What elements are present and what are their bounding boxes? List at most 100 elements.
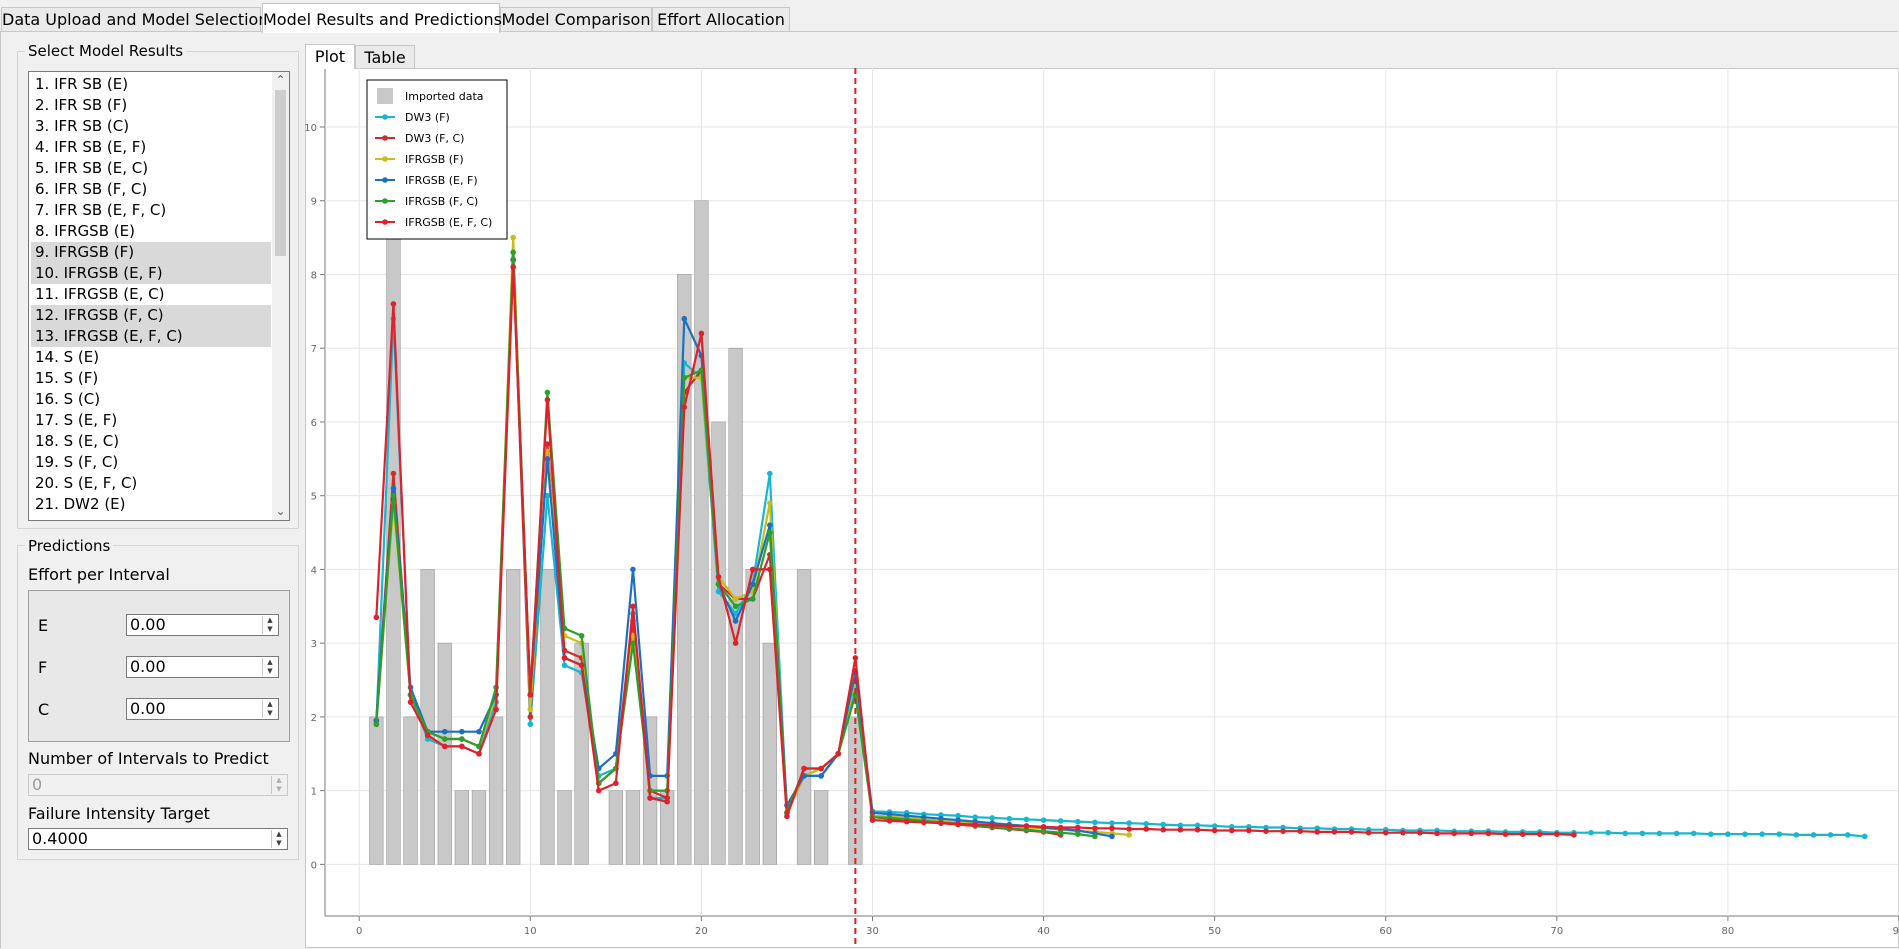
series-point[interactable] [476, 750, 482, 757]
series-line[interactable] [375, 258, 1865, 838]
model-list-item[interactable]: 5. IFR SB (E, C) [35, 159, 149, 177]
data-bar[interactable] [608, 790, 623, 865]
series-point[interactable] [1382, 829, 1389, 836]
series-point[interactable] [664, 798, 670, 805]
series-point[interactable] [1742, 831, 1748, 837]
series-point[interactable] [1622, 830, 1629, 837]
series-point[interactable] [1844, 832, 1851, 838]
series-point[interactable] [1057, 829, 1064, 836]
data-bar[interactable] [471, 790, 487, 865]
series-point[interactable] [1314, 829, 1321, 835]
series-point[interactable] [630, 640, 636, 646]
series-point[interactable] [1194, 822, 1201, 829]
series-point[interactable] [1708, 831, 1714, 837]
series-point[interactable] [424, 732, 431, 739]
series-point[interactable] [1126, 832, 1132, 838]
series-point[interactable] [698, 330, 705, 337]
results-chart[interactable]: 0 10 20 30 40 50 60 70 80 90 0 1 2 3 4 5 6 7 8 9 10 Imported … [305, 68, 1899, 948]
series-point[interactable] [1759, 831, 1765, 837]
series-point[interactable] [818, 765, 824, 772]
spin-down-icon[interactable]: ▼ [276, 839, 282, 847]
series-point[interactable] [1143, 821, 1150, 827]
data-bar[interactable] [488, 716, 504, 865]
series-point[interactable] [1502, 831, 1509, 837]
tab-data-upload[interactable]: Data Upload and Model Selection [1, 7, 268, 31]
series-point[interactable] [1074, 824, 1081, 831]
model-list-item[interactable]: 6. IFR SB (F, C) [35, 180, 148, 198]
series-point[interactable] [1023, 816, 1030, 823]
spin-up-icon[interactable]: ▲ [267, 616, 273, 624]
model-list-item[interactable]: 1. IFR SB (E) [35, 75, 129, 93]
data-bar[interactable] [403, 716, 418, 865]
series-point[interactable] [441, 728, 448, 735]
series-point[interactable] [921, 819, 927, 826]
series-point[interactable] [955, 821, 961, 827]
series-point[interactable] [938, 820, 944, 826]
series-point[interactable] [1639, 830, 1646, 837]
series-point[interactable] [835, 750, 842, 757]
series-point[interactable] [1092, 833, 1098, 840]
series-point[interactable] [527, 706, 534, 713]
series-point[interactable] [1365, 829, 1372, 836]
series-point[interactable] [1177, 826, 1184, 833]
series-point[interactable] [852, 691, 859, 698]
series-point[interactable] [630, 566, 636, 573]
series-point[interactable] [595, 787, 602, 794]
model-list-item[interactable]: 9. IFRGSB (F) [31, 242, 271, 263]
intervals-spinbox[interactable]: 0 ▲ ▼ [28, 774, 288, 796]
series-point[interactable] [1040, 817, 1047, 823]
model-list-item[interactable]: 13. IFRGSB (E, F, C) [31, 326, 271, 347]
series-point[interactable] [1211, 823, 1218, 829]
series-point[interactable] [613, 780, 619, 787]
effort-e-spinbox[interactable]: 0.00 ▲ ▼ [126, 614, 279, 636]
series-point[interactable] [493, 706, 499, 713]
series-point[interactable] [1297, 828, 1303, 834]
series-point[interactable] [544, 389, 551, 396]
series-point[interactable] [1348, 829, 1355, 835]
series-point[interactable] [1057, 818, 1064, 824]
model-results-list[interactable]: 1. IFR SB (E) 2. IFR SB (F) 3. IFR SB (C) 4… [28, 71, 290, 521]
series-point[interactable] [903, 818, 910, 825]
series-point[interactable] [732, 603, 739, 610]
series-point[interactable] [1246, 827, 1252, 834]
scroll-thumb[interactable] [275, 90, 286, 256]
series-point[interactable] [681, 374, 688, 381]
model-list-item[interactable]: 16. S (C) [35, 390, 101, 408]
series-point[interactable] [767, 500, 773, 506]
series-point[interactable] [1656, 830, 1663, 837]
data-bar[interactable] [711, 421, 726, 865]
series-point[interactable] [630, 632, 636, 639]
series-point[interactable] [390, 492, 397, 499]
series-point[interactable] [767, 522, 773, 528]
series-point[interactable] [1023, 823, 1030, 829]
series-point[interactable] [1228, 827, 1235, 834]
series-point[interactable] [459, 728, 465, 735]
spin-down-icon[interactable]: ▼ [267, 709, 273, 717]
series-point[interactable] [715, 574, 722, 580]
series-point[interactable] [749, 581, 756, 587]
tab-table[interactable]: Table [355, 45, 415, 69]
list-scrollbar[interactable]: ⌃ ⌄ [272, 72, 289, 520]
series-point[interactable] [390, 301, 397, 307]
data-bar[interactable] [557, 790, 572, 865]
series-point[interactable] [1690, 830, 1697, 837]
series-point[interactable] [818, 773, 824, 779]
series-point[interactable] [544, 397, 551, 403]
series-point[interactable] [390, 485, 397, 492]
series-point[interactable] [989, 815, 996, 821]
series-point[interactable] [1451, 830, 1457, 837]
series-point[interactable] [1861, 833, 1868, 840]
tab-model-results[interactable]: Model Results and Predictions [262, 3, 502, 33]
series-point[interactable] [1810, 832, 1817, 838]
series-point[interactable] [1092, 825, 1098, 832]
tab-plot[interactable]: Plot [305, 44, 355, 69]
tab-model-comparison[interactable]: Model Comparison [500, 7, 652, 31]
data-bar[interactable] [437, 642, 452, 865]
spin-down-icon[interactable]: ▼ [276, 785, 282, 793]
spin-up-icon[interactable]: ▲ [276, 830, 282, 838]
series-point[interactable] [1434, 830, 1440, 837]
series-point[interactable] [732, 610, 739, 617]
series-point[interactable] [681, 404, 688, 411]
effort-c-spinbox[interactable]: 0.00 ▲ ▼ [126, 698, 279, 720]
series-point[interactable] [1605, 829, 1611, 836]
